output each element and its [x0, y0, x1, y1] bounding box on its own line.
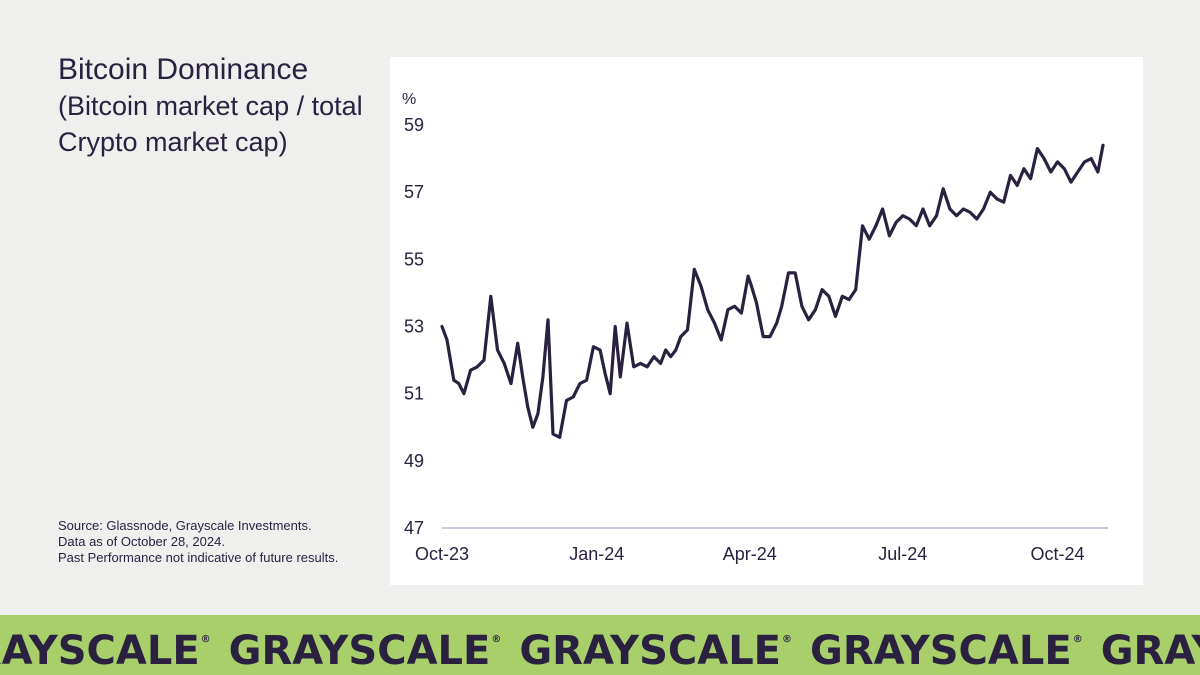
wordmark-text: GRAYSCALE: [228, 627, 491, 674]
registered-mark: ®: [491, 633, 502, 645]
registered-mark: ®: [782, 633, 793, 645]
y-axis-unit-label: %: [402, 91, 416, 108]
wordmark-text: GRAYSCALE: [0, 627, 200, 674]
wordmark-text: GRAYSCALE: [519, 627, 782, 674]
wordmark-text: GRAYSCALE: [1100, 627, 1200, 674]
grayscale-wordmark: GRAYSCALE®: [519, 615, 792, 675]
y-tick-label: 51: [404, 384, 424, 404]
y-tick-label: 53: [404, 317, 424, 337]
title-block: Bitcoin Dominance (Bitcoin market cap / …: [58, 52, 368, 160]
series-line-0: [440, 143, 1105, 439]
registered-mark: ®: [200, 633, 211, 645]
line-chart: % 47 49 51 53 55 57 59 Oct-23 Jan-24 Apr-24 Jul-24 O…: [402, 91, 1108, 564]
brand-banner: GRAYSCALE®GRAYSCALE®GRAYSCALE®GRAYSCALE®…: [0, 615, 1200, 675]
disclaimer-line: Past Performance not indicative of futur…: [58, 550, 339, 565]
x-tick-label: Jan-24: [569, 544, 624, 564]
y-tick-label: 47: [404, 518, 424, 538]
chart-title: Bitcoin Dominance: [58, 53, 309, 86]
date-line: Data as of October 28, 2024.: [58, 534, 225, 549]
chart-subtitle: (Bitcoin market cap / total Crypto marke…: [58, 91, 363, 157]
x-tick-label: Oct-23: [415, 544, 469, 564]
y-tick-label: 59: [404, 115, 424, 135]
x-tick-label: Oct-24: [1031, 544, 1085, 564]
y-tick-label: 49: [404, 451, 424, 471]
grayscale-wordmark: GRAYSCALE®: [810, 615, 1083, 675]
banner-track: GRAYSCALE®GRAYSCALE®GRAYSCALE®GRAYSCALE®…: [0, 615, 1200, 675]
y-tick-label: 55: [404, 249, 424, 269]
x-tick-label: Jul-24: [878, 544, 927, 564]
grayscale-wordmark: GRAYSCALE®: [0, 615, 211, 675]
y-tick-label: 57: [404, 182, 424, 202]
source-line: Source: Glassnode, Grayscale Investments…: [58, 518, 312, 533]
registered-mark: ®: [1072, 633, 1083, 645]
chart-panel: % 47 49 51 53 55 57 59 Oct-23 Jan-24 Apr-24 Jul-24 O…: [390, 57, 1143, 585]
grayscale-wordmark: GRAYSCALE®: [1101, 615, 1200, 675]
grayscale-wordmark: GRAYSCALE®: [229, 615, 502, 675]
wordmark-text: GRAYSCALE: [810, 627, 1072, 674]
source-note: Source: Glassnode, Grayscale Investments…: [58, 518, 358, 566]
x-tick-label: Apr-24: [723, 544, 777, 564]
